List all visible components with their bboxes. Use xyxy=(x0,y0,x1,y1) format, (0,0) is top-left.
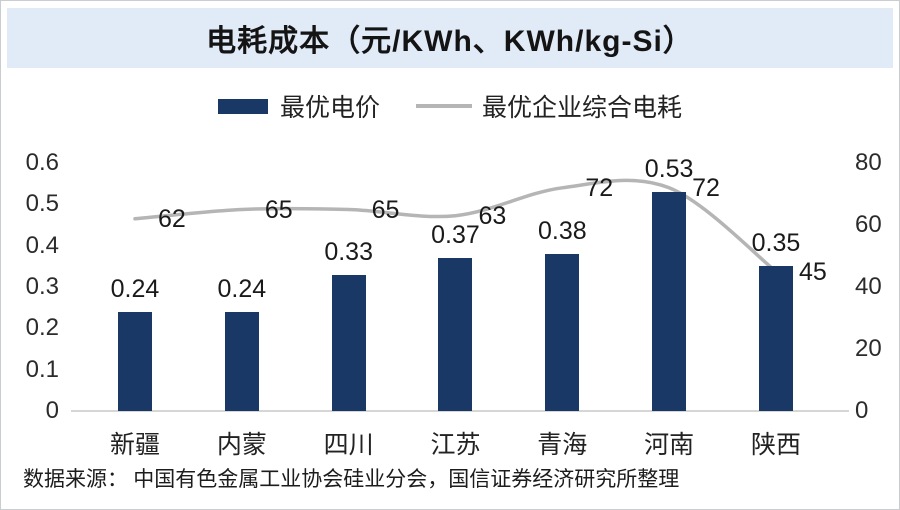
bar-value-label: 0.24 xyxy=(110,274,160,303)
bar xyxy=(331,274,366,411)
line-value-label: 65 xyxy=(264,195,293,224)
chart-title: 电耗成本（元/KWh、KWh/kg-Si） xyxy=(206,25,694,58)
left-axis-tick: 0.1 xyxy=(25,355,59,383)
line-value-label: 62 xyxy=(158,204,186,233)
bar xyxy=(652,191,687,411)
right-axis-tick: 20 xyxy=(855,335,882,362)
bar-value-label: 0.53 xyxy=(644,154,694,183)
right-axis-tick: 60 xyxy=(855,211,882,238)
bar-value-label: 0.35 xyxy=(751,229,801,258)
legend-line-swatch-icon xyxy=(416,104,472,108)
left-axis-tick: 0.4 xyxy=(25,231,59,259)
right-axis-tick: 0 xyxy=(855,397,869,424)
bar xyxy=(758,266,793,411)
line-value-label: 72 xyxy=(692,173,720,202)
legend-bar-label: 最优电价 xyxy=(279,95,380,122)
line-value-label: 72 xyxy=(585,173,614,202)
bar-value-label: 0.33 xyxy=(324,237,373,266)
left-axis-tick: 0.3 xyxy=(25,273,59,300)
legend-line-label: 最优企业综合电耗 xyxy=(482,95,683,122)
line-value-label: 45 xyxy=(798,257,827,286)
category-label: 河南 xyxy=(644,432,695,459)
category-label: 新疆 xyxy=(109,432,160,459)
bar xyxy=(224,311,259,411)
left-axis-tick: 0.6 xyxy=(25,149,59,176)
bar xyxy=(545,253,580,411)
category-label: 青海 xyxy=(537,432,588,459)
category-label: 陕西 xyxy=(750,432,801,459)
bar xyxy=(438,258,473,411)
right-axis-tick: 80 xyxy=(855,149,882,176)
source-note: 数据来源： 中国有色金属工业协会硅业分会，国信证券经济研究所整理 xyxy=(23,467,680,491)
legend-bar-swatch-icon xyxy=(217,98,268,114)
bar-value-label: 0.38 xyxy=(537,216,587,245)
legend: 最优电价 最优企业综合电耗 xyxy=(1,91,899,122)
category-label: 内蒙 xyxy=(216,432,267,459)
category-label: 江苏 xyxy=(430,432,481,459)
left-axis-tick: 0 xyxy=(45,397,59,424)
title-band: 电耗成本（元/KWh、KWh/kg-Si） xyxy=(7,8,893,68)
left-axis-tick: 0.2 xyxy=(25,314,59,342)
bar-value-label: 0.24 xyxy=(217,274,267,303)
right-axis-tick: 40 xyxy=(855,273,882,300)
line-value-label: 63 xyxy=(478,201,507,230)
bar xyxy=(118,311,152,411)
bar-value-label: 0.37 xyxy=(431,221,480,250)
left-axis-tick: 0.5 xyxy=(25,190,59,218)
category-label: 四川 xyxy=(323,432,374,459)
line-value-label: 65 xyxy=(371,195,400,224)
